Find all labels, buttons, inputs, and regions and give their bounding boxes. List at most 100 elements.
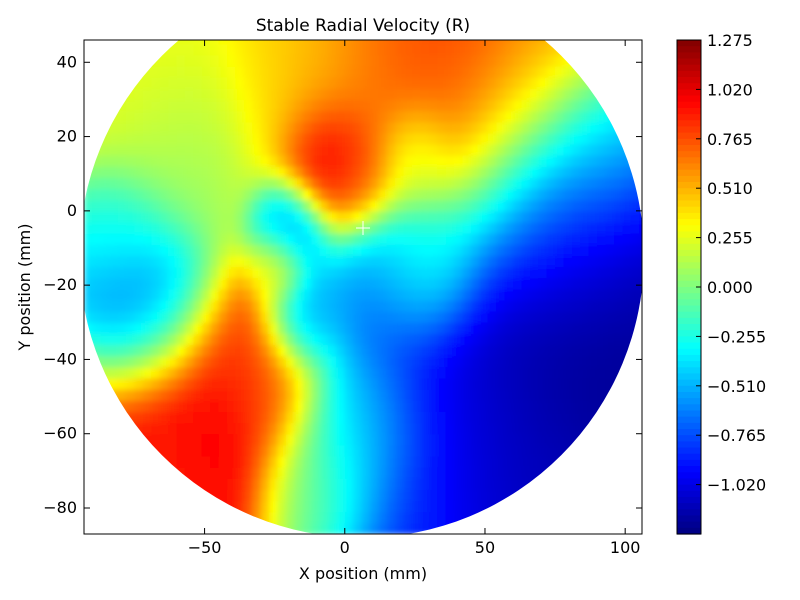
heatmap-cell [504, 333, 514, 346]
heatmap-cell [622, 400, 632, 413]
heatmap-cell [639, 511, 642, 524]
heatmap-cell [403, 411, 413, 424]
heatmap-cell [378, 155, 388, 167]
heatmap-cell [327, 155, 337, 167]
heatmap-cell [260, 300, 270, 312]
heatmap-cell [571, 489, 581, 502]
heatmap-cell [302, 511, 312, 524]
heatmap-cell [370, 277, 380, 290]
heatmap-cell [386, 478, 396, 491]
heatmap-cell [395, 77, 405, 89]
colorbar-band [677, 175, 701, 183]
heatmap-cell [201, 255, 211, 268]
heatmap-cell [151, 389, 161, 401]
heatmap-cell [227, 255, 237, 268]
heatmap-cell [285, 99, 295, 112]
heatmap-cell [201, 244, 211, 257]
heatmap-cell [428, 77, 438, 89]
heatmap-cell [428, 478, 438, 491]
heatmap-cell [302, 378, 312, 390]
heatmap-cell [227, 456, 237, 468]
heatmap-cell [151, 266, 161, 279]
heatmap-cell [630, 522, 640, 534]
heatmap-cell [176, 255, 186, 268]
heatmap-cell [277, 478, 287, 491]
heatmap-cell [386, 199, 396, 212]
heatmap-cell [252, 199, 262, 212]
heatmap-cell [580, 478, 590, 491]
heatmap-cell [521, 411, 531, 424]
heatmap-cell [285, 500, 295, 513]
heatmap-cell [445, 199, 455, 212]
heatmap-cell [109, 132, 119, 145]
heatmap-cell [243, 233, 253, 245]
heatmap-cell [563, 433, 573, 446]
colorbar-band [677, 89, 701, 97]
heatmap-cell [227, 144, 237, 156]
heatmap-cell [176, 233, 186, 245]
heatmap-cell [344, 244, 354, 257]
heatmap-cell [311, 132, 321, 145]
heatmap-cell [462, 500, 472, 513]
heatmap-cell [100, 322, 110, 335]
heatmap-cell [243, 77, 253, 89]
heatmap-cell [571, 400, 581, 413]
y-tick-label: −40 [43, 349, 77, 368]
heatmap-cell [479, 333, 489, 346]
heatmap-cell [361, 210, 371, 223]
heatmap-cell [243, 99, 253, 112]
heatmap-cell [555, 500, 565, 513]
heatmap-cell [344, 210, 354, 223]
heatmap-cell [403, 478, 413, 491]
heatmap-cell [361, 166, 371, 179]
heatmap-cell [210, 266, 220, 279]
heatmap-cell [571, 277, 581, 290]
heatmap-cell [445, 244, 455, 257]
heatmap-cell [227, 411, 237, 424]
heatmap-cell [218, 288, 228, 301]
heatmap-cell [319, 66, 329, 78]
heatmap-cell [92, 222, 102, 234]
heatmap-cell [294, 255, 304, 268]
heatmap-cell [563, 522, 573, 534]
heatmap-cell [193, 121, 203, 134]
x-tick-label: −50 [188, 538, 222, 557]
heatmap-cell [529, 489, 539, 502]
heatmap-cell [546, 66, 556, 78]
heatmap-cell [176, 144, 186, 156]
heatmap-cell [563, 166, 573, 179]
heatmap-cell [437, 121, 447, 134]
colorbar-band [677, 459, 701, 467]
heatmap-cell [311, 244, 321, 257]
heatmap-cell [218, 199, 228, 212]
heatmap-cell [176, 88, 186, 101]
heatmap-cell [302, 155, 312, 167]
heatmap-cell [353, 366, 363, 379]
heatmap-cell [555, 210, 565, 223]
heatmap-cell [588, 244, 598, 257]
heatmap-cell [370, 400, 380, 413]
heatmap-cell [479, 210, 489, 223]
heatmap-cell [142, 511, 152, 524]
colorbar-band [677, 466, 701, 473]
heatmap-cell [546, 467, 556, 479]
heatmap-cell [622, 478, 632, 491]
heatmap-cell [134, 177, 144, 190]
heatmap-cell [639, 199, 642, 212]
colorbar-band [677, 317, 701, 325]
heatmap-cell [412, 233, 422, 245]
colorbar-band [677, 367, 701, 375]
heatmap-cell [445, 110, 455, 123]
heatmap-cell [395, 43, 405, 56]
heatmap-cell [395, 177, 405, 190]
heatmap-cell [403, 54, 413, 67]
colorbar-band [677, 478, 701, 486]
heatmap-cell [277, 444, 287, 457]
heatmap-cell [521, 277, 531, 290]
heatmap-cell [117, 522, 127, 534]
heatmap-cell [269, 511, 279, 524]
heatmap-cell [403, 110, 413, 123]
heatmap-cell [378, 144, 388, 156]
heatmap-cell [201, 188, 211, 201]
heatmap-cell [327, 444, 337, 457]
